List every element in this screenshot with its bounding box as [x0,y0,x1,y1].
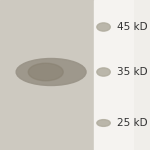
Ellipse shape [97,23,110,31]
Bar [0,0,94,150]
Ellipse shape [97,120,110,126]
Ellipse shape [97,68,110,76]
Text: 25 kD: 25 kD [117,118,148,128]
Ellipse shape [28,63,63,81]
Text: 35 kD: 35 kD [117,67,148,77]
Ellipse shape [16,58,86,85]
Text: 45 kD: 45 kD [117,22,148,32]
Bar [94,0,135,150]
